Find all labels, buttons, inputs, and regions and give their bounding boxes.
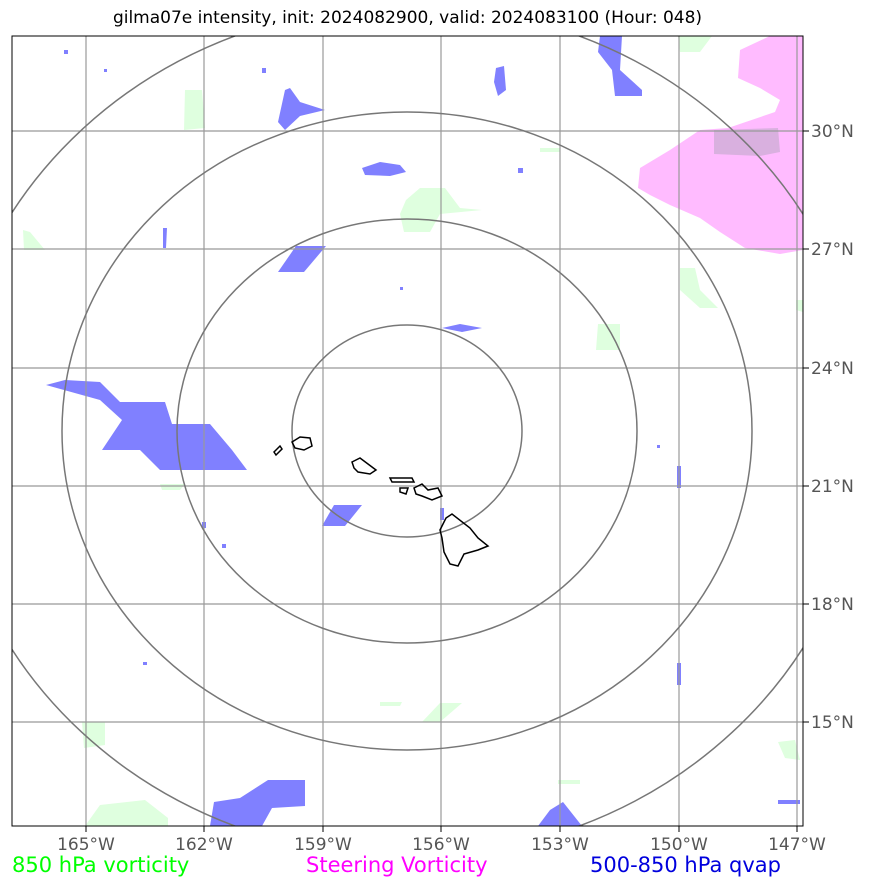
lat-tick-label: 30°N [811,122,854,142]
range-ring-3 [61,111,753,751]
lat-tick-label: 15°N [811,713,854,733]
legend-qvap: 500-850 hPa qvap [590,853,781,877]
legend-850-vorticity: 850 hPa vorticity [12,853,190,877]
steering-vorticity-fill [638,36,803,254]
lon-tick-label: 159°W [294,835,352,855]
lat-tick-label: 18°N [811,595,854,615]
range-ring-2 [176,218,638,644]
island-molokai [388,477,416,483]
range-ring-1 [291,324,523,538]
lat-tick-label: 24°N [811,359,854,379]
lat-tick-label: 21°N [811,477,854,497]
qvap-fill [46,36,800,826]
lon-tick-label: 156°W [412,835,470,855]
coastlines-hawaii [273,436,490,567]
island-niihau [273,444,283,457]
island-kauai [291,436,313,451]
island-maui [413,483,444,501]
lon-tick-labels: 165°W 162°W 159°W 156°W 153°W 150°W 147°… [57,835,826,855]
graticule [12,36,803,826]
lon-tick-label: 147°W [768,835,826,855]
lon-tick-label: 153°W [531,835,589,855]
vorticity-850-fill [23,36,803,826]
lon-tick-label: 162°W [175,835,233,855]
lat-tick-labels: 30°N 27°N 24°N 21°N 18°N 15°N [811,122,854,733]
lon-tick-label: 165°W [57,835,115,855]
legend-steering-vorticity: Steering Vorticity [306,853,488,877]
lon-tick-label: 150°W [650,835,708,855]
map-title: gilma07e intensity, init: 2024082900, va… [112,8,703,28]
island-lanai [399,487,410,495]
island-oahu [351,457,378,475]
lat-tick-label: 27°N [811,240,854,260]
tick-marks [85,130,809,832]
map-frame [11,35,804,827]
island-hawaii [439,513,490,567]
range-rings [12,36,803,826]
